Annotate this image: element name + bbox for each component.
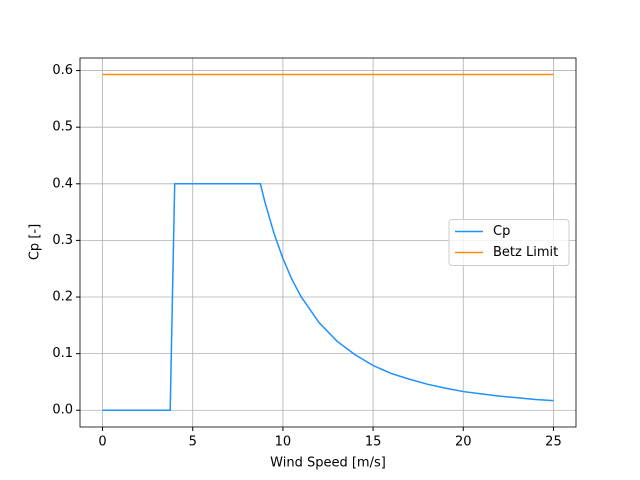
y-tick-label: 0.2 — [52, 290, 73, 305]
legend-label: Betz Limit — [493, 245, 558, 260]
x-tick-label: 15 — [365, 435, 382, 450]
y-tick-label: 0.3 — [52, 233, 73, 248]
x-tick-label: 10 — [275, 435, 292, 450]
line — [102, 183, 554, 411]
legend-label: Cp — [493, 224, 510, 239]
plot-frame — [79, 57, 577, 428]
y-axis-label: Cp [-] — [28, 224, 43, 260]
x-tick-label: 0 — [98, 435, 106, 450]
y-tick-label: 0.5 — [52, 120, 73, 135]
x-tick-label: 25 — [545, 435, 562, 450]
x-tick-label: 20 — [455, 435, 472, 450]
y-tick-label: 0.6 — [52, 63, 73, 78]
x-axis-label: Wind Speed [m/s] — [270, 456, 386, 471]
y-tick-label: 0.1 — [52, 346, 73, 361]
y-tick-label: 0.4 — [52, 176, 73, 191]
x-tick-label: 5 — [189, 435, 197, 450]
y-tick-label: 0.0 — [52, 403, 73, 418]
